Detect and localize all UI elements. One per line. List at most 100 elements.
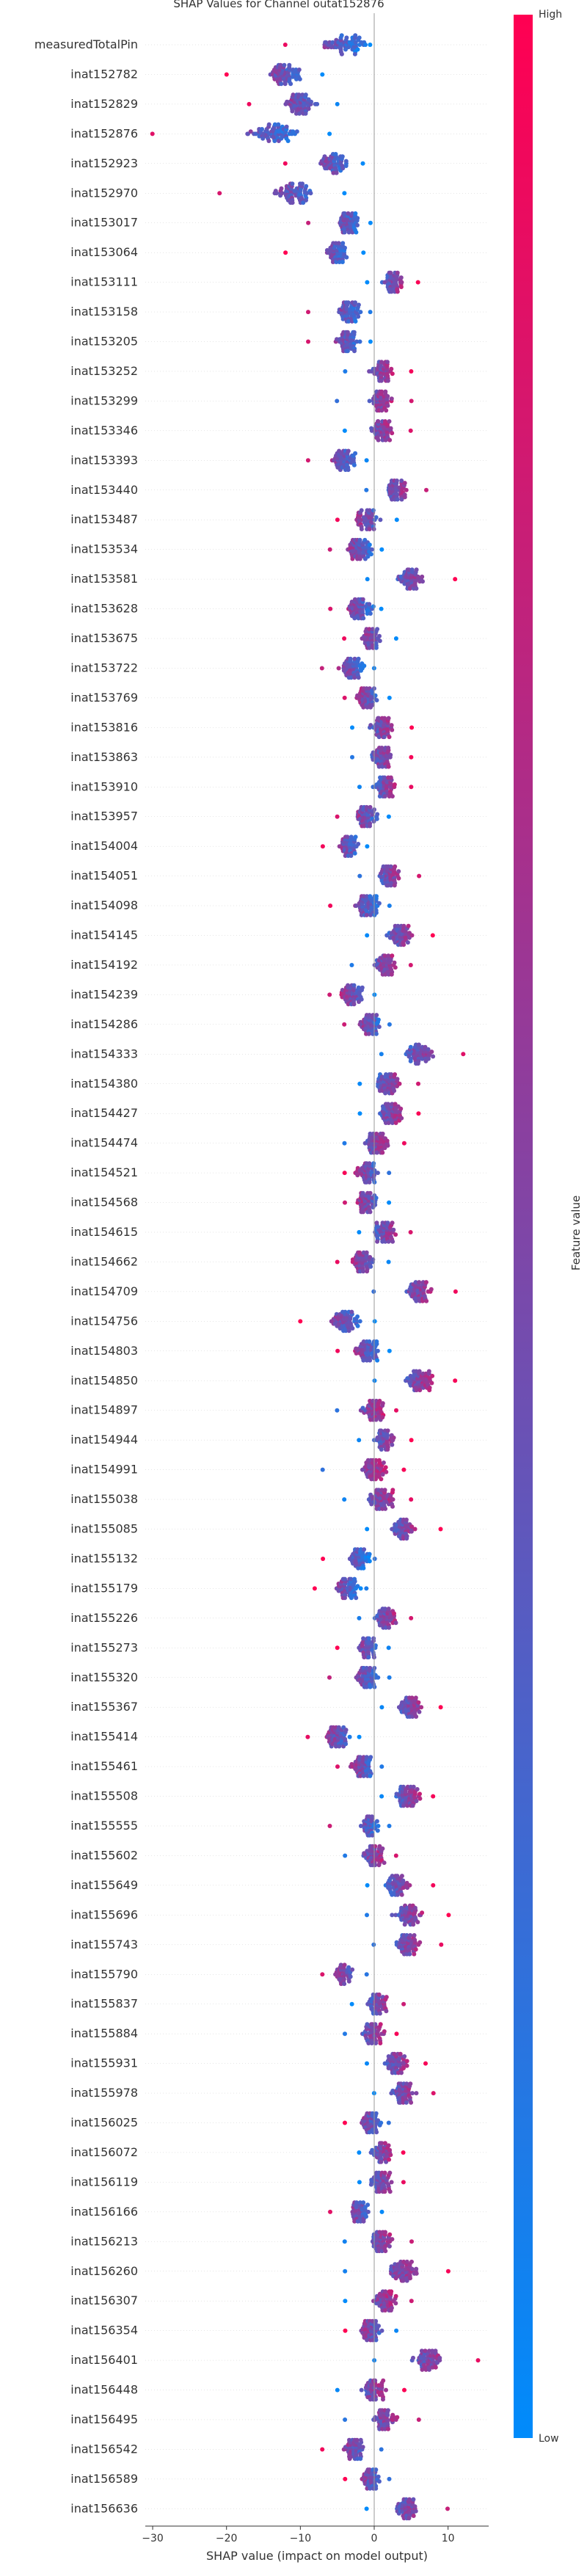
shap-point [343, 2299, 348, 2304]
feature-label: inat155508 [70, 1789, 138, 1803]
shap-point [399, 1874, 404, 1879]
shap-point [379, 1477, 384, 1482]
shap-point [320, 72, 325, 77]
shap-point [367, 1339, 372, 1344]
shap-point [363, 43, 368, 47]
shap-point [379, 547, 384, 552]
shap-point [401, 942, 406, 947]
shap-point [349, 1596, 354, 1601]
shap-point [376, 419, 381, 424]
feature-label: inat156636 [70, 2501, 138, 2515]
shap-point [409, 399, 414, 404]
shap-point [342, 1962, 347, 1968]
shap-point [392, 1088, 397, 1094]
shap-point [408, 2081, 413, 2086]
feature-label: inat156495 [70, 2412, 138, 2426]
shap-point [380, 764, 385, 769]
shap-point [298, 1319, 303, 1324]
shap-point [390, 1504, 395, 1509]
shap-point [365, 2022, 370, 2027]
shap-point [342, 1982, 347, 1987]
feature-label: inat156307 [70, 2293, 138, 2307]
feature-label: inat153205 [70, 335, 138, 349]
shap-point [382, 775, 387, 780]
shap-point [387, 2476, 392, 2481]
shap-point [401, 1536, 406, 1541]
shap-point [288, 81, 294, 87]
shap-point [404, 2063, 409, 2068]
feature-label: inat153393 [70, 453, 138, 467]
shap-point [342, 191, 347, 196]
shap-point [389, 396, 394, 401]
shap-point [445, 2506, 450, 2511]
shap-point [404, 2278, 409, 2283]
shap-point [272, 122, 277, 127]
shap-point [376, 1863, 382, 1868]
shap-point [383, 1091, 388, 1096]
feature-label: inat155132 [70, 1551, 138, 1565]
shap-point [373, 2467, 379, 2473]
feature-label: inat155085 [70, 1522, 138, 1536]
shap-point [390, 1239, 395, 1244]
shap-point [395, 270, 400, 275]
shap-point [335, 2387, 340, 2393]
shap-point [376, 1824, 381, 1828]
feature-label: inat154897 [70, 1403, 138, 1417]
shap-point [376, 1025, 382, 1030]
shap-point [379, 2120, 384, 2125]
feature-label: inat153487 [70, 512, 138, 526]
shap-point [339, 33, 344, 38]
shap-point [364, 458, 369, 463]
shap-point [373, 1844, 378, 1849]
x-tick-label: −20 [216, 2533, 238, 2544]
shap-point [401, 1878, 406, 1883]
shap-point [387, 2170, 393, 2175]
shap-point [360, 597, 365, 602]
shap-point [358, 2456, 363, 2462]
shap-point [352, 349, 357, 354]
shap-point [368, 1190, 373, 1196]
feature-label: inat156213 [70, 2234, 138, 2248]
shap-point [389, 366, 394, 371]
shap-point [351, 1002, 357, 1007]
feature-label: inat154709 [70, 1284, 138, 1298]
feature-label: inat152782 [70, 67, 138, 81]
shap-point [385, 1143, 390, 1148]
shap-point [412, 1938, 418, 1943]
shap-point [364, 1250, 369, 1255]
shap-point [410, 1803, 415, 1808]
shap-point [412, 1905, 418, 1910]
feature-label: inat155790 [70, 1967, 138, 1981]
shap-point [343, 245, 347, 250]
shap-point [352, 656, 357, 661]
shap-point [418, 1940, 423, 1945]
shap-point [407, 2497, 412, 2502]
shap-point [353, 300, 357, 305]
feature-label: inat154474 [70, 1136, 138, 1150]
shap-point [361, 2200, 366, 2205]
shap-point [335, 1764, 340, 1769]
feature-label: inat155743 [70, 1938, 138, 1951]
shap-point [320, 2447, 325, 2452]
shap-point [393, 1102, 398, 1107]
shap-point [382, 2141, 387, 2146]
shap-point [356, 302, 361, 308]
shap-point [417, 1280, 422, 1285]
shap-point [413, 1695, 418, 1700]
shap-point [361, 2219, 366, 2224]
shap-point [390, 1497, 395, 1502]
shap-point [374, 698, 379, 703]
shap-point [383, 389, 388, 394]
feature-label: inat155179 [70, 1581, 138, 1595]
feature-label: inat153675 [70, 631, 138, 645]
shap-point [367, 508, 372, 513]
shap-point [290, 200, 295, 205]
feature-label: inat155555 [70, 1819, 138, 1833]
shap-point [366, 1636, 371, 1641]
shap-point [361, 1636, 366, 1641]
shap-point [406, 923, 411, 928]
shap-point [355, 1323, 360, 1328]
shap-point [397, 1081, 402, 1086]
shap-point [365, 894, 369, 899]
